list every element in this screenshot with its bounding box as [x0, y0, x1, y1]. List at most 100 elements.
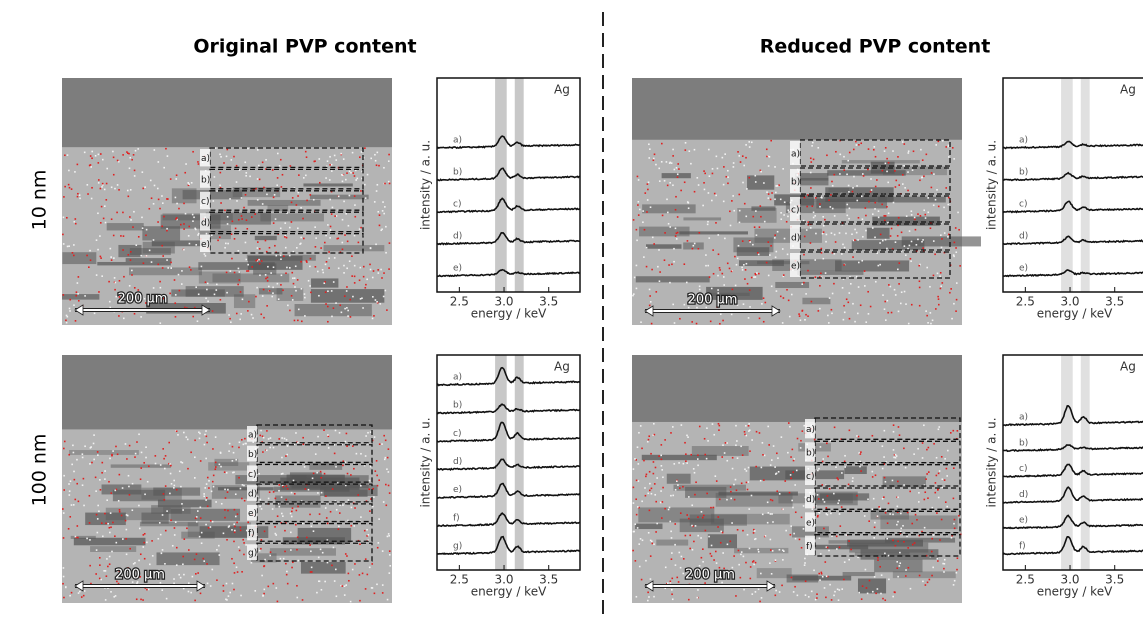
sem-texture: [246, 228, 248, 230]
sem-texture: [153, 203, 155, 205]
sem-texture: [167, 198, 169, 200]
sem-texture: [892, 540, 894, 542]
sem-texture: [374, 436, 376, 438]
sem-texture: [852, 303, 854, 305]
sem-texture: [324, 581, 326, 583]
sem-texture: [897, 541, 899, 543]
sem-texture: [906, 215, 908, 217]
sem-texture: [170, 473, 172, 475]
sem-texture: [84, 445, 86, 447]
sem-texture: [91, 187, 93, 189]
sem-texture: [143, 542, 145, 544]
sem-dark-patch: [248, 200, 321, 206]
sem-texture: [727, 543, 729, 545]
sem-texture: [262, 162, 264, 164]
sem-texture: [698, 248, 700, 250]
sem-texture: [653, 473, 655, 475]
sem-texture: [119, 509, 121, 511]
sem-texture: [905, 467, 907, 469]
sem-texture: [100, 222, 102, 224]
sem-dark-patch: [260, 213, 324, 221]
sem-texture: [878, 506, 880, 508]
sem-texture: [769, 254, 771, 256]
sem-texture: [873, 146, 875, 148]
sem-texture: [748, 423, 750, 425]
sem-texture: [788, 422, 790, 424]
sem-texture: [649, 490, 651, 492]
sem-texture: [163, 216, 165, 218]
sem-texture: [342, 242, 344, 244]
sem-texture: [787, 452, 789, 454]
sem-texture: [236, 522, 238, 524]
sem-texture: [327, 434, 329, 436]
sem-texture: [300, 207, 302, 209]
sem-texture: [773, 445, 775, 447]
sem-texture: [640, 321, 642, 323]
sem-texture: [788, 300, 790, 302]
sem-texture: [885, 163, 887, 165]
sem-texture: [335, 569, 337, 571]
sem-texture: [680, 567, 682, 569]
sem-texture: [240, 291, 242, 293]
sem-texture: [106, 575, 108, 577]
sem-texture: [654, 494, 656, 496]
sem-texture: [841, 588, 843, 590]
sem-texture: [159, 208, 161, 210]
sem-texture: [151, 197, 153, 199]
sem-texture: [285, 499, 287, 501]
sem-texture: [105, 570, 107, 572]
sem-texture: [904, 245, 906, 247]
x-tick-label: 2.5: [1016, 573, 1035, 587]
sem-texture: [784, 201, 786, 203]
sem-texture: [650, 578, 652, 580]
sem-texture: [864, 270, 866, 272]
sem-texture: [78, 276, 80, 278]
sem-texture: [368, 534, 370, 536]
sem-texture: [74, 499, 76, 501]
sem-texture: [96, 239, 98, 241]
sem-texture: [309, 266, 311, 268]
sem-texture: [89, 522, 91, 524]
sem-texture: [383, 296, 385, 298]
sem-texture: [697, 464, 699, 466]
sem-texture: [117, 184, 119, 186]
sem-texture: [207, 283, 209, 285]
sem-texture: [924, 491, 926, 493]
sem-texture: [199, 438, 201, 440]
sem-texture: [949, 292, 951, 294]
sem-texture: [884, 599, 886, 601]
sem-texture: [926, 473, 928, 475]
sem-texture: [131, 270, 133, 272]
sem-texture: [811, 591, 813, 593]
trace-label: a): [453, 373, 462, 383]
sem-texture: [839, 547, 841, 549]
sem-texture: [865, 207, 867, 209]
sem-texture: [151, 261, 153, 263]
sem-texture: [266, 305, 268, 307]
sem-texture: [886, 171, 888, 173]
sem-texture: [933, 173, 935, 175]
sem-texture: [303, 177, 305, 179]
sem-texture: [898, 426, 900, 428]
sem-texture: [746, 482, 748, 484]
sem-dark-patch: [711, 514, 790, 525]
sem-texture: [220, 466, 222, 468]
sem-texture: [374, 154, 376, 156]
sem-texture: [360, 227, 362, 229]
sem-texture: [780, 218, 782, 220]
sem-texture: [719, 425, 721, 427]
sem-texture: [267, 266, 269, 268]
sem-texture: [669, 282, 671, 284]
sem-texture: [848, 559, 850, 561]
sem-texture: [745, 269, 747, 271]
sem-texture: [274, 245, 276, 247]
sem-texture: [646, 266, 648, 268]
sem-texture: [241, 439, 243, 441]
sem-texture: [790, 456, 792, 458]
sem-texture: [62, 583, 64, 585]
sem-texture: [908, 567, 910, 569]
sem-texture: [75, 295, 77, 297]
sem-texture: [805, 293, 807, 295]
sem-texture: [638, 463, 640, 465]
sem-texture: [204, 444, 206, 446]
